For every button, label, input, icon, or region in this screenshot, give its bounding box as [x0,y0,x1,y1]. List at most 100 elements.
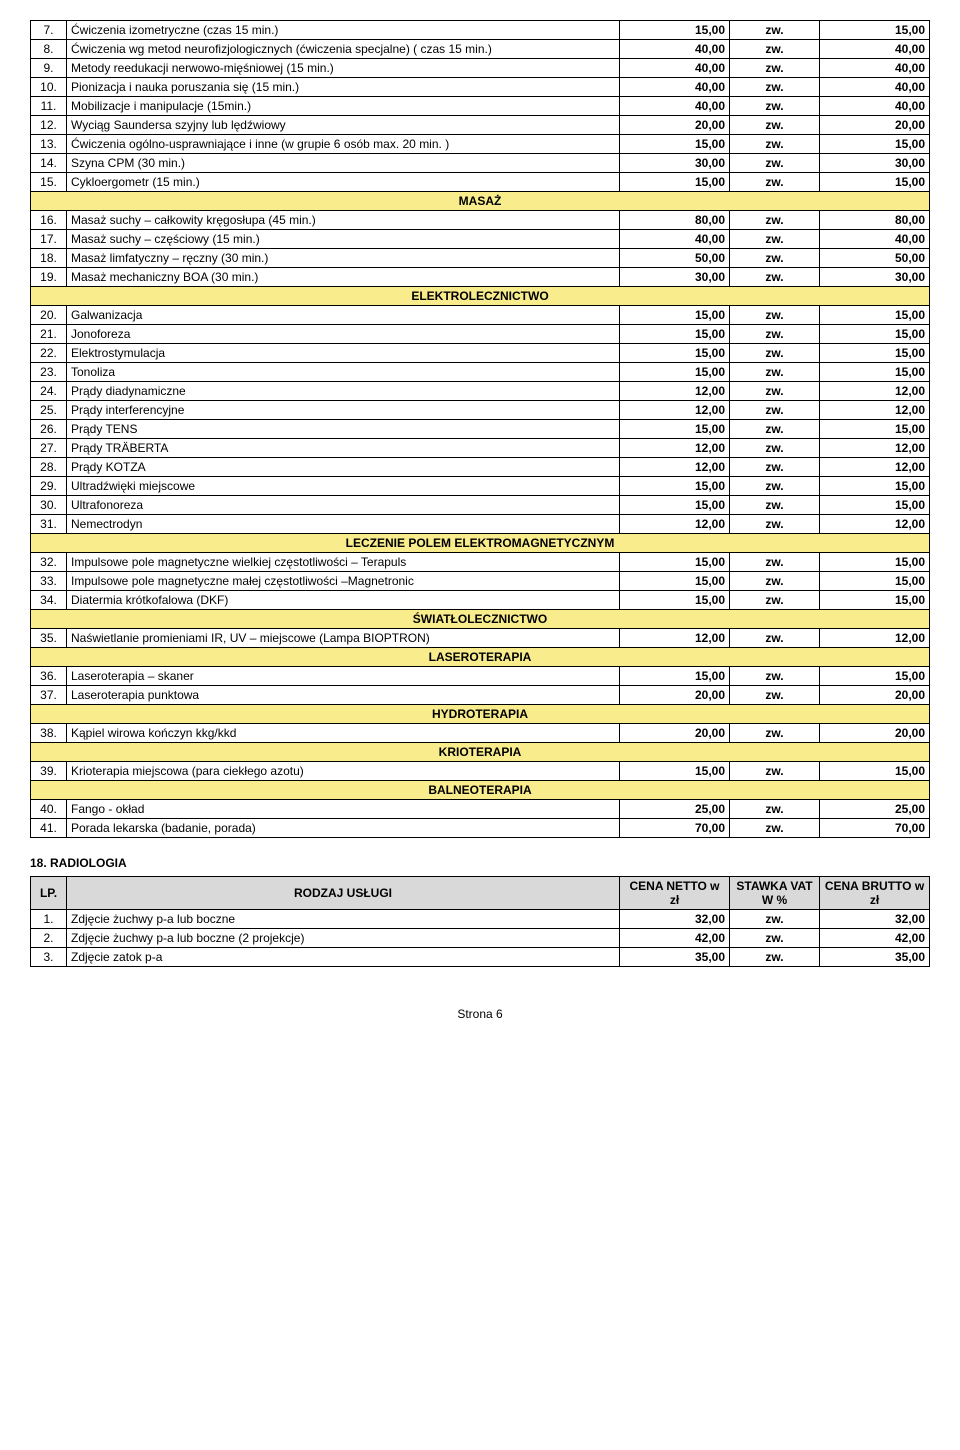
row-number: 24. [31,382,67,401]
row-description: Zdjęcie żuchwy p-a lub boczne (2 projekc… [67,929,620,948]
row-number: 12. [31,116,67,135]
row-price-net: 32,00 [620,910,730,929]
row-vat: zw. [730,230,820,249]
row-number: 3. [31,948,67,967]
row-price-gross: 25,00 [820,800,930,819]
row-description: Kąpiel wirowa kończyn kkg/kkd [67,724,620,743]
row-price-gross: 40,00 [820,97,930,116]
row-price-net: 70,00 [620,819,730,838]
row-description: Wyciąg Saundersa szyjny lub lędźwiowy [67,116,620,135]
row-number: 40. [31,800,67,819]
row-price-gross: 15,00 [820,21,930,40]
row-vat: zw. [730,800,820,819]
table-row: 25.Prądy interferencyjne12,00zw.12,00 [31,401,930,420]
row-price-net: 15,00 [620,496,730,515]
row-vat: zw. [730,135,820,154]
row-vat: zw. [730,40,820,59]
row-price-net: 42,00 [620,929,730,948]
row-price-net: 20,00 [620,686,730,705]
table-row: 22.Elektrostymulacja15,00zw.15,00 [31,344,930,363]
row-vat: zw. [730,667,820,686]
row-price-net: 20,00 [620,724,730,743]
table-row: 29.Ultradźwięki miejscowe15,00zw.15,00 [31,477,930,496]
row-description: Ćwiczenia wg metod neurofizjologicznych … [67,40,620,59]
row-price-gross: 12,00 [820,382,930,401]
row-price-net: 15,00 [620,344,730,363]
row-price-gross: 40,00 [820,78,930,97]
row-number: 26. [31,420,67,439]
row-price-net: 15,00 [620,553,730,572]
table-row: 1.Zdjęcie żuchwy p-a lub boczne32,00zw.3… [31,910,930,929]
row-price-net: 30,00 [620,154,730,173]
row-vat: zw. [730,458,820,477]
row-price-net: 40,00 [620,230,730,249]
row-price-gross: 15,00 [820,173,930,192]
row-price-gross: 15,00 [820,135,930,154]
table-row: 23.Tonoliza15,00zw.15,00 [31,363,930,382]
row-price-gross: 15,00 [820,667,930,686]
row-number: 37. [31,686,67,705]
table-row: BALNEOTERAPIA [31,781,930,800]
table-row: LASEROTERAPIA [31,648,930,667]
row-description: Ćwiczenia izometryczne (czas 15 min.) [67,21,620,40]
row-price-gross: 40,00 [820,59,930,78]
row-vat: zw. [730,724,820,743]
table-row: 21.Jonoforeza15,00zw.15,00 [31,325,930,344]
table-row: 36.Laseroterapia – skaner15,00zw.15,00 [31,667,930,686]
row-vat: zw. [730,382,820,401]
row-number: 23. [31,363,67,382]
row-price-net: 12,00 [620,382,730,401]
table-row: 16.Masaż suchy – całkowity kręgosłupa (4… [31,211,930,230]
row-description: Krioterapia miejscowa (para ciekłego azo… [67,762,620,781]
main-price-table: 7.Ćwiczenia izometryczne (czas 15 min.)1… [30,20,930,838]
row-number: 10. [31,78,67,97]
row-price-gross: 12,00 [820,439,930,458]
page-footer: Strona 6 [30,1007,930,1021]
row-number: 22. [31,344,67,363]
row-description: Jonoforeza [67,325,620,344]
row-price-gross: 30,00 [820,268,930,287]
table-row: 38.Kąpiel wirowa kończyn kkg/kkd20,00zw.… [31,724,930,743]
row-price-gross: 15,00 [820,477,930,496]
row-description: Masaż suchy – częściowy (15 min.) [67,230,620,249]
row-vat: zw. [730,325,820,344]
row-price-gross: 20,00 [820,724,930,743]
row-number: 31. [31,515,67,534]
table-row: 3.Zdjęcie zatok p-a35,00zw.35,00 [31,948,930,967]
table-row: 40.Fango - okład25,00zw.25,00 [31,800,930,819]
row-price-gross: 15,00 [820,496,930,515]
row-vat: zw. [730,78,820,97]
row-number: 29. [31,477,67,496]
row-description: Zdjęcie żuchwy p-a lub boczne [67,910,620,929]
row-description: Masaż limfatyczny – ręczny (30 min.) [67,249,620,268]
row-price-gross: 12,00 [820,401,930,420]
hdr-netto: CENA NETTO w zł [620,877,730,910]
hdr-brutto: CENA BRUTTO w zł [820,877,930,910]
table-row: 18.Masaż limfatyczny – ręczny (30 min.)5… [31,249,930,268]
row-price-net: 15,00 [620,591,730,610]
row-description: Nemectrodyn [67,515,620,534]
row-number: 2. [31,929,67,948]
table-row: 34.Diatermia krótkofalowa (DKF)15,00zw.1… [31,591,930,610]
section-header: ŚWIATŁOLECZNICTWO [31,610,930,629]
row-vat: zw. [730,591,820,610]
row-price-gross: 70,00 [820,819,930,838]
row-number: 33. [31,572,67,591]
row-number: 35. [31,629,67,648]
row-vat: zw. [730,154,820,173]
table-row: 7.Ćwiczenia izometryczne (czas 15 min.)1… [31,21,930,40]
table-row: 41.Porada lekarska (badanie, porada)70,0… [31,819,930,838]
row-price-gross: 12,00 [820,515,930,534]
row-description: Impulsowe pole magnetyczne wielkiej częs… [67,553,620,572]
row-description: Prądy interferencyjne [67,401,620,420]
row-vat: zw. [730,59,820,78]
table-row: ELEKTROLECZNICTWO [31,287,930,306]
row-description: Masaż suchy – całkowity kręgosłupa (45 m… [67,211,620,230]
radiology-table: LP. RODZAJ USŁUGI CENA NETTO w zł STAWKA… [30,876,930,967]
table-row: KRIOTERAPIA [31,743,930,762]
table-row: 15.Cykloergometr (15 min.)15,00zw.15,00 [31,173,930,192]
row-number: 15. [31,173,67,192]
row-description: Mobilizacje i manipulacje (15min.) [67,97,620,116]
row-description: Ultradźwięki miejscowe [67,477,620,496]
row-number: 28. [31,458,67,477]
